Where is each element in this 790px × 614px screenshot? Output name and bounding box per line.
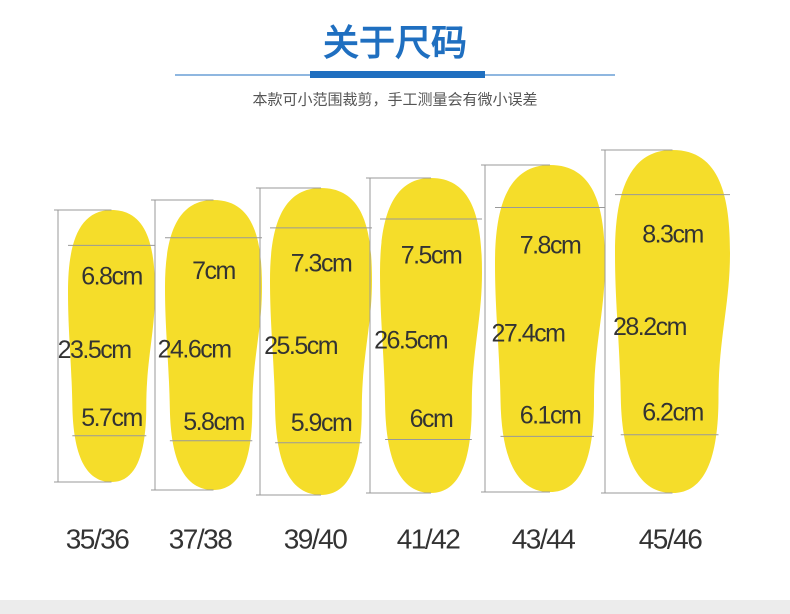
heel-label: 5.8cm [183,408,244,436]
length-label: 24.6cm [158,335,232,363]
forefoot-label: 7.8cm [520,231,581,259]
length-label: 23.5cm [58,336,132,364]
size-label: 45/46 [639,523,702,554]
insoles: 6.8cm 23.5cm 5.7cm 35/36 7cm 24.6cm 5.8cm 37/38… [54,149,730,554]
size-label: 37/38 [169,523,232,554]
size-label: 41/42 [397,523,460,554]
insole [68,210,155,482]
subtitle: 本款可小范围裁剪，手工测量会有微小误差 [252,91,537,109]
title-underline [310,71,485,78]
forefoot-label: 7.3cm [291,249,352,277]
insole [270,188,372,495]
heel-label: 6.1cm [520,401,581,429]
size-label: 35/36 [66,523,129,554]
forefoot-label: 8.3cm [642,220,703,248]
length-label: 27.4cm [492,320,566,348]
insole [495,165,605,492]
insole [615,150,730,493]
insole [380,178,482,493]
heel-label: 6.2cm [642,399,703,427]
heel-label: 5.9cm [291,409,352,437]
forefoot-label: 7cm [192,257,235,285]
length-label: 28.2cm [613,313,687,341]
forefoot-label: 6.8cm [81,263,142,291]
length-label: 26.5cm [374,326,448,354]
length-label: 25.5cm [264,332,338,360]
heel-label: 6cm [410,405,453,433]
heel-label: 5.7cm [81,404,142,432]
size-label: 39/40 [284,523,347,554]
bottom-band [0,600,790,614]
title: 关于尺码 [323,23,467,64]
forefoot-label: 7.5cm [401,241,462,269]
size-label: 43/44 [512,523,575,554]
insole [165,200,262,490]
